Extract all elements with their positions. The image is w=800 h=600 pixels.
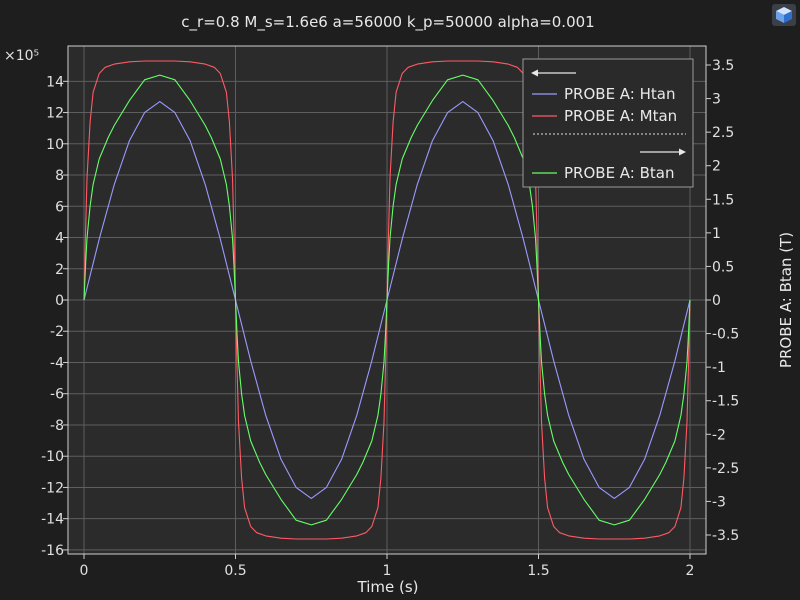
left-y-tick-label: 10 <box>46 137 64 153</box>
x-tick-label: 0 <box>80 563 89 579</box>
legend-label-btan: PROBE A: Btan <box>564 164 675 182</box>
legend-right-axis-arrow <box>640 148 686 156</box>
left-y-tick-label: -12 <box>41 480 64 496</box>
x-axis-label: Time (s) <box>357 578 419 596</box>
legend-box <box>522 58 694 188</box>
right-y-tick-label: -3 <box>712 494 726 510</box>
legend: PROBE A: Htan PROBE A: Mtan PROBE A: Bta… <box>522 58 694 188</box>
left-axis-multiplier: ×10⁵ <box>4 48 39 64</box>
x-tick-label: 2 <box>686 563 695 579</box>
x-tick-label: 0.5 <box>224 563 246 579</box>
left-y-tick-label: -10 <box>41 449 64 465</box>
left-y-tick-label: 2 <box>55 262 64 278</box>
series-group <box>83 60 691 540</box>
left-y-tick-label: -2 <box>50 324 64 340</box>
left-y-tick-label: 12 <box>46 106 64 122</box>
right-y-tick-label: 1 <box>712 226 721 242</box>
left-y-tick-label: -14 <box>41 512 64 528</box>
left-y-tick-label: -16 <box>41 543 64 559</box>
right-y-tick-label: 1.5 <box>712 192 734 208</box>
series-line-btan <box>83 74 691 526</box>
left-y-tick-label: -4 <box>50 355 64 371</box>
x-tick-label: 1 <box>383 563 392 579</box>
right-y-tick-label: -3.5 <box>712 528 739 544</box>
left-y-tick-label: -8 <box>50 418 64 434</box>
left-y-tick-label: 14 <box>46 74 64 90</box>
x-tick-label: 1.5 <box>527 563 549 579</box>
right-y-tick-label: -1.5 <box>712 394 739 410</box>
right-y-tick-label: 0.5 <box>712 259 734 275</box>
left-y-tick-label: -6 <box>50 387 64 403</box>
right-y-tick-label: 0 <box>712 293 721 309</box>
right-y-tick-label: 3.5 <box>712 58 734 74</box>
left-y-tick-label: 4 <box>55 231 64 247</box>
right-y-tick-label: 2.5 <box>712 125 734 141</box>
right-y-axis-label: PROBE A: Btan (T) <box>777 232 795 368</box>
left-y-tick-label: 0 <box>55 293 64 309</box>
cube-icon[interactable] <box>772 4 796 26</box>
right-y-tick-label: 3 <box>712 92 721 108</box>
right-y-tick-label: -2 <box>712 427 726 443</box>
right-y-tick-label: 2 <box>712 159 721 175</box>
left-y-tick-label: 6 <box>55 199 64 215</box>
right-y-tick-label: -2.5 <box>712 461 739 477</box>
right-y-tick-label: -1 <box>712 360 726 376</box>
legend-label-mtan: PROBE A: Mtan <box>564 107 677 125</box>
legend-left-axis-arrow <box>531 69 576 77</box>
right-y-tick-label: -0.5 <box>712 327 739 343</box>
legend-label-htan: PROBE A: Htan <box>564 85 676 103</box>
tick-labels: 0 0.5 1 1.5 2-16-14-12-10-8-6-4-202468101214… <box>41 58 739 579</box>
chart-title: c_r=0.8 M_s=1.6e6 a=56000 k_p=50000 alph… <box>181 13 594 32</box>
left-y-tick-label: 8 <box>55 168 64 184</box>
